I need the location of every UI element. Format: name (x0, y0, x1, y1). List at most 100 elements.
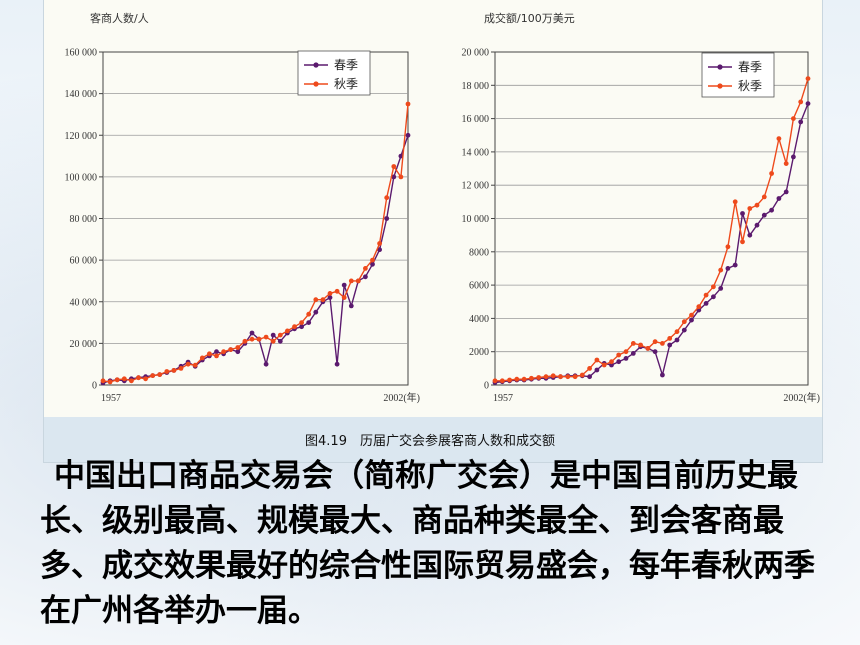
turnover-point-autumn (747, 206, 753, 211)
turnover-point-spring (740, 211, 745, 216)
turnover-xtick-end: 2002(年) (783, 391, 820, 404)
turnover-point-spring (732, 262, 738, 268)
visitors-point-autumn (199, 355, 205, 361)
turnover-ytick-label: 8000 (469, 247, 489, 258)
visitors-point-autumn (242, 338, 248, 344)
turnover-ytick-label: 20 000 (462, 48, 490, 59)
turnover-point-autumn (579, 372, 585, 378)
turnover-xtick-start: 1957 (493, 393, 513, 404)
turnover-point-autumn (499, 378, 505, 384)
visitors-point-autumn (277, 332, 283, 338)
turnover-legend-marker (717, 83, 723, 89)
visitors-ytick-label: 80 000 (70, 214, 98, 225)
turnover-point-autumn (594, 357, 600, 363)
visitors-point-autumn (398, 174, 404, 180)
visitors-legend-marker (313, 81, 319, 87)
turnover-point-autumn (536, 375, 542, 380)
visitors-point-spring (327, 295, 333, 300)
visitors-point-autumn (157, 372, 163, 377)
visitors-point-spring (270, 332, 276, 338)
visitors-point-autumn (235, 345, 241, 350)
visitors-point-autumn (391, 164, 397, 169)
visitors-legend-box (297, 50, 371, 96)
visitors-point-autumn (263, 334, 269, 340)
visitors-point-autumn (405, 101, 411, 107)
turnover-point-autumn (638, 342, 643, 348)
visitors-point-autumn (114, 377, 120, 383)
turnover-point-autumn (660, 341, 665, 346)
figure-caption-band (44, 417, 822, 462)
turnover-ytick-label: 18 000 (462, 81, 490, 92)
turnover-legend-box (701, 52, 775, 98)
turnover-ytick-label: 16 000 (462, 114, 490, 125)
visitors-point-autumn (136, 375, 141, 381)
turnover-point-autumn (798, 99, 804, 105)
turnover-point-autumn (725, 244, 731, 250)
visitors-point-autumn (214, 353, 219, 359)
visitors-point-autumn (285, 328, 290, 334)
visitors-point-autumn (228, 347, 234, 352)
visitors-point-autumn (192, 362, 198, 368)
visitors-point-spring (398, 153, 404, 159)
visitors-point-autumn (221, 349, 227, 355)
visitors-point-autumn (150, 373, 156, 378)
visitors-point-autumn (327, 291, 333, 296)
turnover-point-spring (681, 327, 687, 333)
turnover-point-autumn (572, 374, 578, 380)
turnover-point-autumn (623, 349, 629, 355)
turnover-point-autumn (543, 374, 549, 380)
visitors-ytick-label: 40 000 (70, 297, 98, 308)
turnover-point-autumn (492, 378, 498, 384)
turnover-point-autumn (667, 336, 673, 341)
turnover-point-spring (761, 212, 767, 218)
turnover-point-autumn (652, 339, 658, 345)
turnover-chart: 0 2000 4000 6000 8000 10 000 12 000 14 000 16 00… (462, 11, 821, 404)
turnover-point-autumn (783, 161, 789, 167)
visitors-point-autumn (100, 378, 106, 384)
turnover-point-autumn (550, 373, 556, 379)
visitors-point-spring (341, 282, 347, 288)
visitors-point-autumn (299, 320, 304, 325)
turnover-legend-marker (717, 64, 723, 70)
visitors-point-autumn (256, 336, 262, 342)
visitors-ytick-label: 60 000 (70, 256, 98, 267)
visitors-point-spring (370, 261, 375, 267)
visitors-ytick-label: 140 000 (65, 89, 98, 100)
visitors-point-autumn (313, 297, 319, 303)
visitors-legend-label: 秋季 (334, 77, 358, 91)
turnover-point-spring (711, 294, 716, 300)
turnover-point-spring (630, 351, 636, 356)
visitors-point-autumn (121, 376, 127, 382)
turnover-point-autumn (565, 374, 571, 380)
turnover-point-spring (587, 374, 592, 380)
turnover-point-spring (791, 154, 796, 160)
body-paragraph: 中国出口商品交易会（简称广交会）是中国目前历史最长、级别最高、规模最大、商品种类… (40, 458, 815, 629)
turnover-point-spring (754, 222, 760, 228)
visitors-xtick-start: 1957 (101, 393, 121, 404)
visitors-point-spring (235, 349, 241, 355)
turnover-point-spring (769, 207, 774, 213)
visitors-point-autumn (270, 338, 276, 344)
turnover-ytick-label: 12 000 (462, 181, 490, 192)
turnover-point-autumn (761, 194, 767, 200)
turnover-point-spring (703, 301, 709, 306)
visitors-point-autumn (292, 324, 297, 330)
turnover-point-spring (747, 232, 753, 238)
turnover-point-autumn (616, 352, 622, 358)
turnover-ytick-label: 0 (484, 381, 489, 392)
turnover-point-spring (660, 372, 665, 378)
visitors-point-autumn (370, 257, 375, 263)
turnover-point-autumn (587, 366, 592, 371)
turnover-point-spring (805, 101, 811, 106)
turnover-point-spring (718, 286, 724, 291)
figure-caption: 图4.19 历届广交会参展客商人数和成交额 (305, 434, 555, 449)
turnover-point-autumn (507, 377, 512, 383)
visitors-point-autumn (384, 195, 390, 201)
turnover-legend-label: 秋季 (738, 79, 762, 93)
visitors-point-spring (277, 338, 283, 344)
visitors-point-autumn (129, 378, 134, 384)
turnover-point-spring (594, 367, 600, 373)
visitors-point-autumn (363, 266, 368, 271)
visitors-ytick-label: 160 000 (65, 48, 98, 59)
